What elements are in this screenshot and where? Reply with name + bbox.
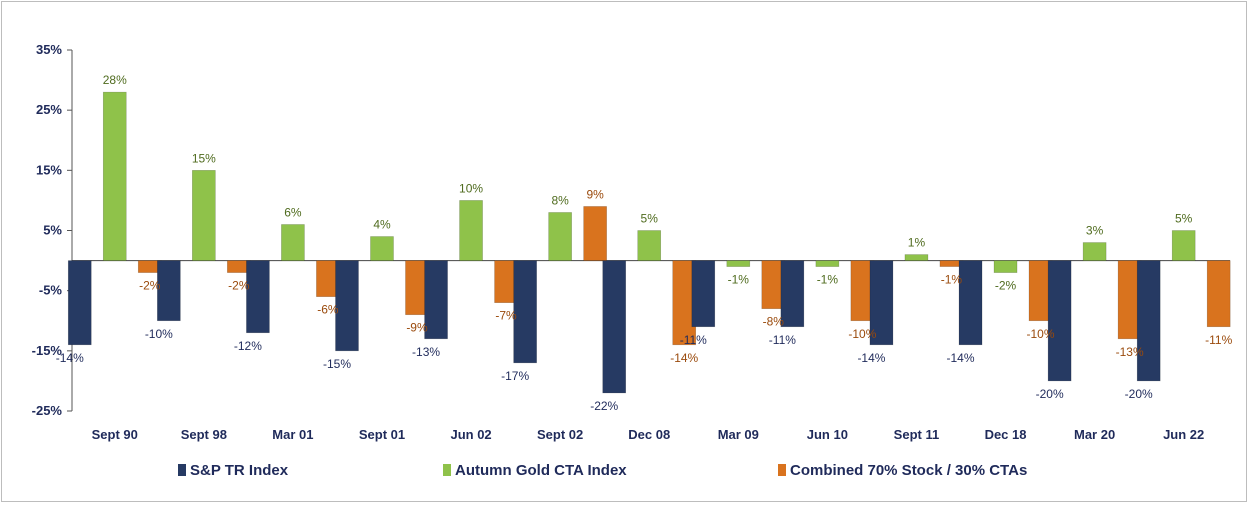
bar-autumn-gold-cta-index xyxy=(1082,242,1107,261)
bar-s-p-tr-index xyxy=(1136,260,1161,382)
data-label: -17% xyxy=(501,369,529,383)
legend-label: S&P TR Index xyxy=(190,462,289,479)
data-label: 5% xyxy=(1175,212,1193,226)
data-label: -22% xyxy=(590,399,618,413)
x-tick-label: Sept 90 xyxy=(92,427,138,442)
legend-swatch xyxy=(443,464,451,476)
data-label: -2% xyxy=(228,279,250,293)
y-tick-label: -5% xyxy=(39,283,63,298)
data-label: -10% xyxy=(848,327,876,341)
data-label: -14% xyxy=(56,351,84,365)
x-tick-label: Sept 11 xyxy=(894,427,940,442)
data-label: -1% xyxy=(941,273,963,287)
x-tick-label: Sept 01 xyxy=(359,427,405,442)
data-label: 3% xyxy=(1086,224,1104,238)
data-label: 8% xyxy=(551,193,569,207)
data-label: -20% xyxy=(1125,387,1153,401)
bar-autumn-gold-cta-index xyxy=(192,170,216,261)
bar-s-p-tr-index xyxy=(869,260,894,346)
x-tick-label: Mar 01 xyxy=(272,427,313,442)
bar-combined-70-stock-30-ctas xyxy=(583,206,607,261)
legend-label: Autumn Gold CTA Index xyxy=(455,462,627,479)
data-label: 15% xyxy=(192,151,216,165)
x-tick-label: Jun 10 xyxy=(807,427,848,442)
bar-combined-70-stock-30-ctas xyxy=(1206,260,1231,328)
bars xyxy=(67,91,1231,394)
data-label: -1% xyxy=(728,273,750,287)
bar-autumn-gold-cta-index xyxy=(637,230,662,261)
x-tick-label: Jun 02 xyxy=(450,427,491,442)
legend-swatch xyxy=(778,464,786,476)
data-label: -11% xyxy=(1205,333,1232,347)
bar-s-p-tr-index xyxy=(1047,260,1072,382)
legend: S&P TR Index Autumn Gold CTA Index Combine… xyxy=(178,462,1027,479)
bar-s-p-tr-index xyxy=(513,260,537,364)
bar-autumn-gold-cta-index xyxy=(726,260,751,267)
x-tick-label: Sept 98 xyxy=(181,427,227,442)
data-label: -20% xyxy=(1036,387,1064,401)
bar-s-p-tr-index xyxy=(691,260,716,328)
x-tick-label: Mar 20 xyxy=(1074,427,1115,442)
y-tick-label: 25% xyxy=(36,102,62,117)
x-tick-label: Mar 09 xyxy=(718,427,759,442)
bar-s-p-tr-index xyxy=(602,260,627,394)
data-label: 5% xyxy=(641,212,659,226)
data-label: -14% xyxy=(857,351,885,365)
bar-s-p-tr-index xyxy=(424,260,448,340)
legend-swatch xyxy=(178,464,186,476)
data-label: -13% xyxy=(412,345,440,359)
y-tick-label: -15% xyxy=(32,343,63,358)
y-tick-label: 5% xyxy=(43,223,62,238)
data-labels: -14% 28% -2% -10% 15% -2% -12% 6% -6% -15% 4% -9% -1… xyxy=(56,73,1233,413)
bar-s-p-tr-index xyxy=(157,260,181,322)
bar-autumn-gold-cta-index xyxy=(815,260,840,267)
bar-autumn-gold-cta-index xyxy=(102,91,127,261)
data-label: -7% xyxy=(495,309,517,323)
data-label: -13% xyxy=(1116,345,1144,359)
y-tick-label: -25% xyxy=(32,403,63,418)
bar-autumn-gold-cta-index xyxy=(459,200,483,261)
x-tick-label: Dec 08 xyxy=(628,427,670,442)
data-label: -6% xyxy=(317,303,339,317)
x-tick-label: Dec 18 xyxy=(985,427,1027,442)
data-label: -14% xyxy=(947,351,975,365)
bar-autumn-gold-cta-index xyxy=(904,254,929,261)
data-label: -1% xyxy=(817,273,839,287)
data-label: -9% xyxy=(406,321,428,335)
data-label: -14% xyxy=(670,351,698,365)
x-tick-label: Jun 22 xyxy=(1163,427,1204,442)
bar-autumn-gold-cta-index xyxy=(548,212,572,261)
data-label: 10% xyxy=(459,181,483,195)
bar-s-p-tr-index xyxy=(67,260,92,346)
data-label: -2% xyxy=(139,279,161,293)
bar-autumn-gold-cta-index xyxy=(993,260,1018,273)
bar-s-p-tr-index xyxy=(246,260,270,334)
data-label: 28% xyxy=(103,73,127,87)
data-label: -2% xyxy=(995,279,1017,293)
data-label: 6% xyxy=(284,205,302,219)
data-label: -11% xyxy=(769,333,796,347)
bar-s-p-tr-index xyxy=(335,260,359,352)
data-label: -8% xyxy=(763,315,785,329)
data-label: -10% xyxy=(1027,327,1055,341)
data-label: 4% xyxy=(373,218,391,232)
data-label: 1% xyxy=(908,236,926,250)
bar-autumn-gold-cta-index xyxy=(281,224,305,261)
y-tick-label: 35% xyxy=(36,42,62,57)
bar-autumn-gold-cta-index xyxy=(370,236,394,261)
bar-s-p-tr-index xyxy=(958,260,983,346)
data-label: -15% xyxy=(323,357,351,371)
x-tick-label: Sept 02 xyxy=(537,427,583,442)
data-label: -11% xyxy=(680,333,707,347)
data-label: -12% xyxy=(234,339,262,353)
data-label: -10% xyxy=(145,327,173,341)
bar-autumn-gold-cta-index xyxy=(1171,230,1196,261)
legend-label: Combined 70% Stock / 30% CTAs xyxy=(790,462,1027,479)
bar-s-p-tr-index xyxy=(780,260,805,328)
y-tick-label: 15% xyxy=(36,162,62,177)
data-label: 9% xyxy=(586,187,604,201)
